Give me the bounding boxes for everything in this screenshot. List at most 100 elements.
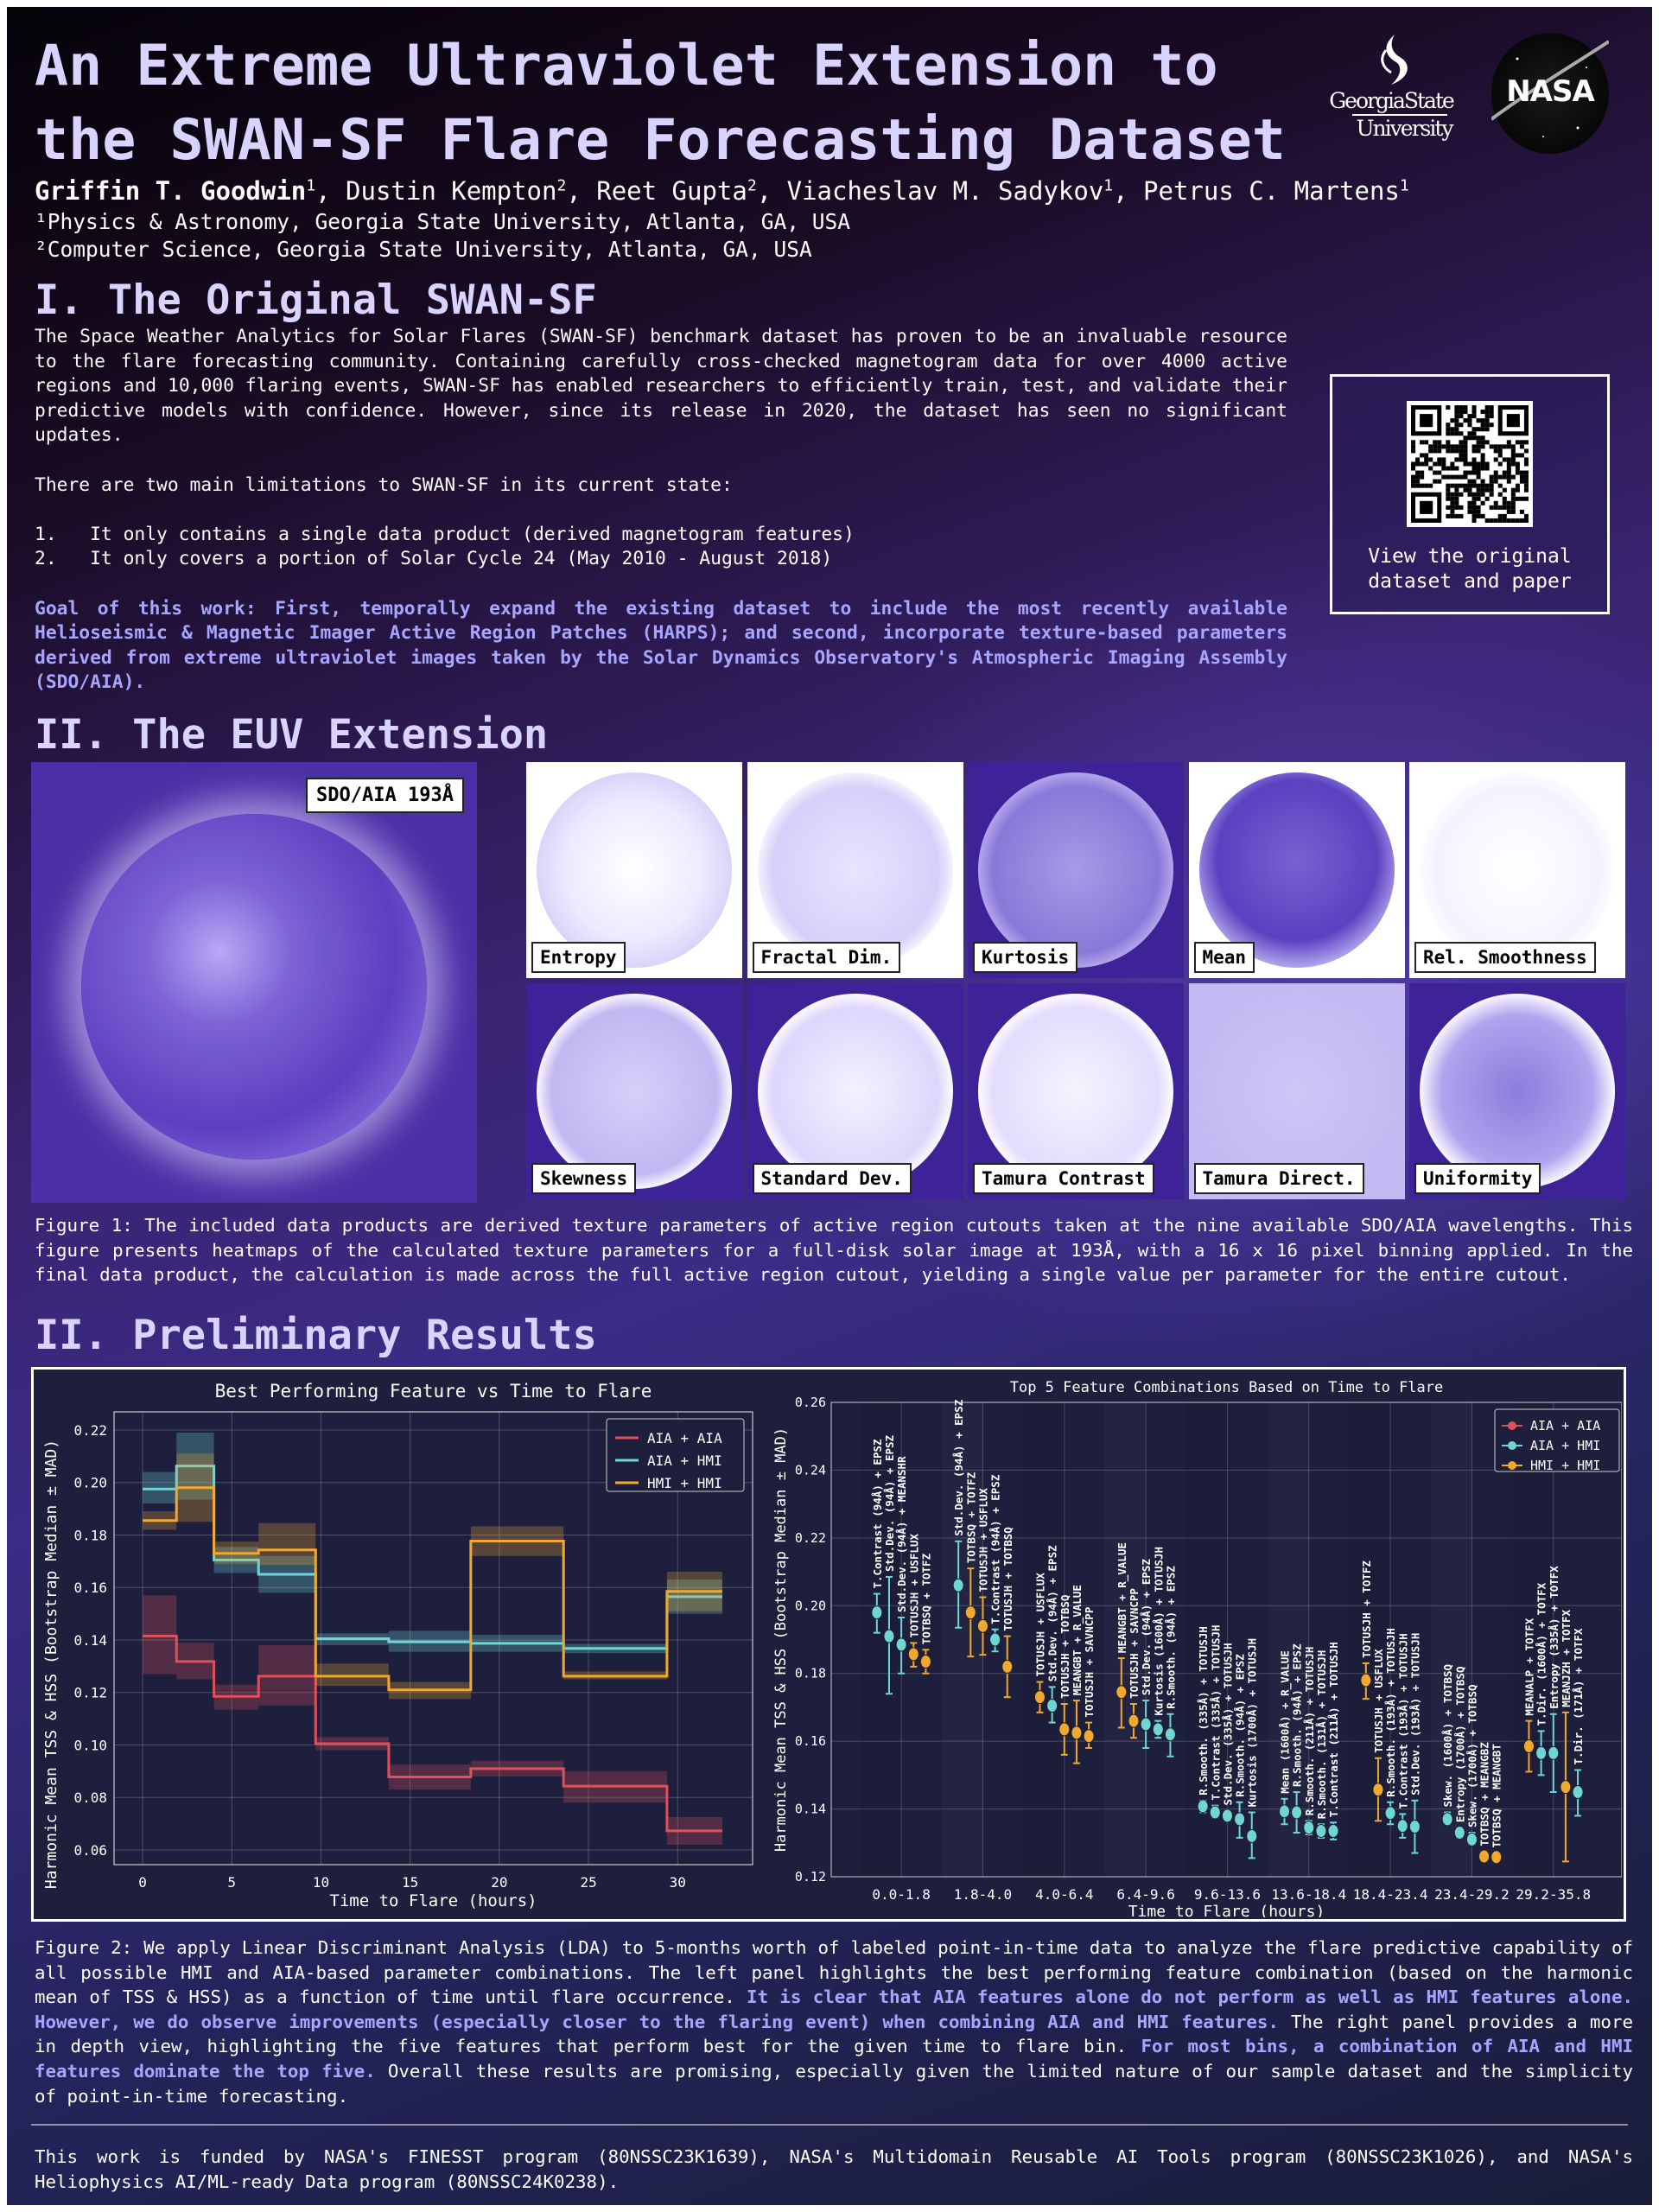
band-aia-aia <box>143 1595 177 1675</box>
legend-box <box>606 1418 745 1492</box>
data-point <box>871 1605 883 1620</box>
point-label: Std.Dev. (94Å) + EPSZ <box>1046 1545 1059 1682</box>
caption-highlight: For most bins, a combination of AIA and … <box>35 2036 1633 2082</box>
heatmap-disc <box>1198 772 1395 968</box>
affiliation-2: ²Computer Science, Georgia State Univers… <box>35 237 812 262</box>
point-label: MEANALP + TOTFX <box>1522 1618 1535 1715</box>
heatmap-tile-standard-dev: Standard Dev. <box>747 983 963 1199</box>
heatmap-disc <box>757 772 953 968</box>
affiliation-marker: 1 <box>1103 176 1114 195</box>
point-label: TOTBSQ + TOTFZ <box>964 1471 977 1563</box>
data-point <box>1046 1698 1058 1713</box>
heatmap-disc <box>978 772 1173 968</box>
y-tick-label: 0.26 <box>795 1395 826 1410</box>
section-1-heading: I. The Original SWAN-SF <box>35 276 597 324</box>
point-label: Std.Dev. (94Å) + EPSZ <box>952 1399 965 1536</box>
author-name: Dustin Kempton <box>346 176 557 206</box>
point-label: T.Contrast (335Å) + TOTUSJH <box>1209 1624 1222 1800</box>
data-point <box>952 1578 964 1592</box>
data-point <box>964 1605 976 1620</box>
gsu-logo-text-1: GeorgiaState <box>1329 88 1455 113</box>
qr-code-label: View the original dataset and paper <box>1368 545 1572 593</box>
point-label: Kurtosis (1700Å) + TOTUSJH <box>1246 1638 1259 1808</box>
y-axis-label: Harmonic Mean TSS & HSS (Bootstrap Media… <box>772 1427 790 1852</box>
sun-disc <box>81 814 427 1160</box>
point-label: TOTBSQ + MEANGBT <box>1491 1744 1503 1847</box>
data-point <box>1197 1799 1209 1814</box>
poster: An Extreme Ultraviolet Extension to the … <box>7 7 1652 2205</box>
heatmap-tile-entropy: Entropy <box>526 762 742 978</box>
y-axis-label: Harmonic Mean TSS & HSS (Bootstrap Media… <box>42 1440 60 1889</box>
data-point <box>1128 1713 1140 1728</box>
data-point <box>1234 1812 1246 1827</box>
point-label: TOTBSQ + TOTFZ <box>919 1553 932 1644</box>
affiliation-marker: 1 <box>306 176 316 195</box>
qr-code-card[interactable]: View the original dataset and paper <box>1330 374 1610 614</box>
x-tick-label: 13.6-18.4 <box>1271 1886 1346 1903</box>
legend-marker <box>1508 1421 1516 1430</box>
qr-code-icon[interactable] <box>1407 401 1533 527</box>
heatmap-disc <box>978 994 1173 1189</box>
point-label: Std.Dev. (193Å) + TOTUSJH <box>1408 1633 1421 1796</box>
data-point <box>1384 1806 1396 1821</box>
point-label: TOTBSQ + MEANGBZ <box>1478 1742 1491 1847</box>
data-point <box>883 1629 895 1643</box>
point-label: T.Dir. (1600Å) + TOTFX <box>1535 1582 1548 1726</box>
point-label: TOTUSJH + TOTBSQ <box>1058 1595 1071 1699</box>
heatmap-label: Mean <box>1193 942 1255 973</box>
point-label: Std.Dev. (94Å) + MEANSHR <box>895 1456 908 1612</box>
sdo-aia-193-sun-image: SDO/AIA 193Å <box>31 762 477 1203</box>
data-point <box>1058 1722 1071 1737</box>
heatmap-tile-tamura-direct: Tamura Direct. <box>1188 983 1405 1199</box>
legend-marker <box>1508 1461 1516 1470</box>
x-tick-label: 10 <box>313 1874 329 1891</box>
plot-frame <box>830 1402 1622 1878</box>
y-tick-label: 0.12 <box>795 1869 826 1885</box>
point-label: T.Contrast (94Å) + EPSZ <box>871 1439 884 1589</box>
data-point <box>1535 1745 1548 1760</box>
heatmap-disc <box>537 772 732 968</box>
y-tick-label: 0.20 <box>795 1598 826 1613</box>
legend-label: AIA + HMI <box>647 1452 722 1469</box>
point-label: TOTUSJH + SAVNCPP <box>1128 1588 1141 1699</box>
gsu-flame-icon <box>1381 35 1408 85</box>
point-label: Std.Dev. (94Å) + EPSZ <box>1140 1559 1153 1696</box>
point-label: R.Smooth. (335Å) + TOTUSJH <box>1197 1626 1210 1796</box>
limitation-1: 1. It only contains a single data produc… <box>35 523 855 545</box>
gsu-logo-rule <box>1352 114 1447 116</box>
results-charts-panel: Best Performing Feature vs Time to Flare… <box>31 1367 1626 1922</box>
title-line-2: the SWAN-SF Flare Forecasting Dataset <box>35 108 1286 173</box>
affiliation-marker: 2 <box>556 176 567 195</box>
data-point <box>989 1632 1001 1647</box>
x-tick-label: 6.4-9.6 <box>1116 1886 1174 1903</box>
data-point <box>1560 1780 1572 1795</box>
section-2-heading: II. The EUV Extension <box>35 711 549 759</box>
data-point <box>1465 1832 1478 1847</box>
x-axis-label: Time to Flare (hours) <box>329 1891 537 1910</box>
caption-text: Overall these results are promising, esp… <box>35 2060 1633 2107</box>
y-tick-label: 0.24 <box>795 1462 826 1478</box>
legend-label: HMI + HMI <box>647 1475 722 1491</box>
legend-label: AIA + AIA <box>1530 1418 1600 1433</box>
point-label: Entropy (1700Å) + TOTBSQ <box>1453 1667 1466 1823</box>
point-label: MEANJZH + TOTFX <box>1560 1609 1573 1707</box>
point-label: MEANGBT + R_VALUE <box>1071 1585 1084 1695</box>
point-label: TOTUSJH + USFLUX <box>976 1488 989 1592</box>
y-tick-label: 0.16 <box>795 1733 826 1749</box>
section-1-body: The Space Weather Analytics for Solar Fl… <box>35 325 1287 696</box>
point-label: R.Smooth. (94Å) + EPSZ <box>1291 1643 1304 1787</box>
x-tick-label: 0.0-1.8 <box>872 1886 930 1903</box>
y-tick-label: 0.18 <box>795 1666 826 1681</box>
point-label: Skew. (1600Å) + TOTBSQ <box>1441 1664 1454 1808</box>
data-point <box>1083 1729 1095 1744</box>
point-label: R.Smooth. (211Å) + TOTUSJH <box>1303 1647 1316 1816</box>
caption-text: The right panel provides a more in depth… <box>35 2011 1633 2057</box>
point-label: T.Contrast (94Å) + EPSZ <box>989 1474 1002 1624</box>
y-tick-label: 0.10 <box>73 1737 107 1753</box>
x-tick-label: 23.4-29.2 <box>1434 1886 1510 1903</box>
x-tick-label: 4.0-6.4 <box>1035 1886 1093 1903</box>
heatmap-disc <box>1420 772 1615 968</box>
x-tick-label: 20 <box>491 1874 507 1891</box>
x-tick-label: 1.8-4.0 <box>954 1886 1012 1903</box>
x-tick-label: 30 <box>670 1874 686 1891</box>
